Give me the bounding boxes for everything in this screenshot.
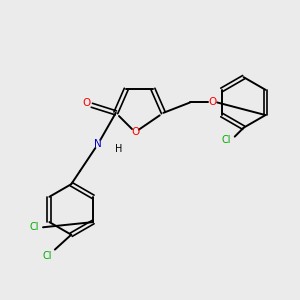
Text: O: O bbox=[208, 98, 217, 107]
Text: Cl: Cl bbox=[221, 135, 230, 145]
Text: H: H bbox=[115, 143, 122, 154]
Text: N: N bbox=[94, 139, 102, 149]
Text: O: O bbox=[82, 98, 90, 108]
Text: Cl: Cl bbox=[29, 222, 39, 232]
Text: O: O bbox=[131, 127, 139, 137]
Text: Cl: Cl bbox=[43, 250, 52, 260]
